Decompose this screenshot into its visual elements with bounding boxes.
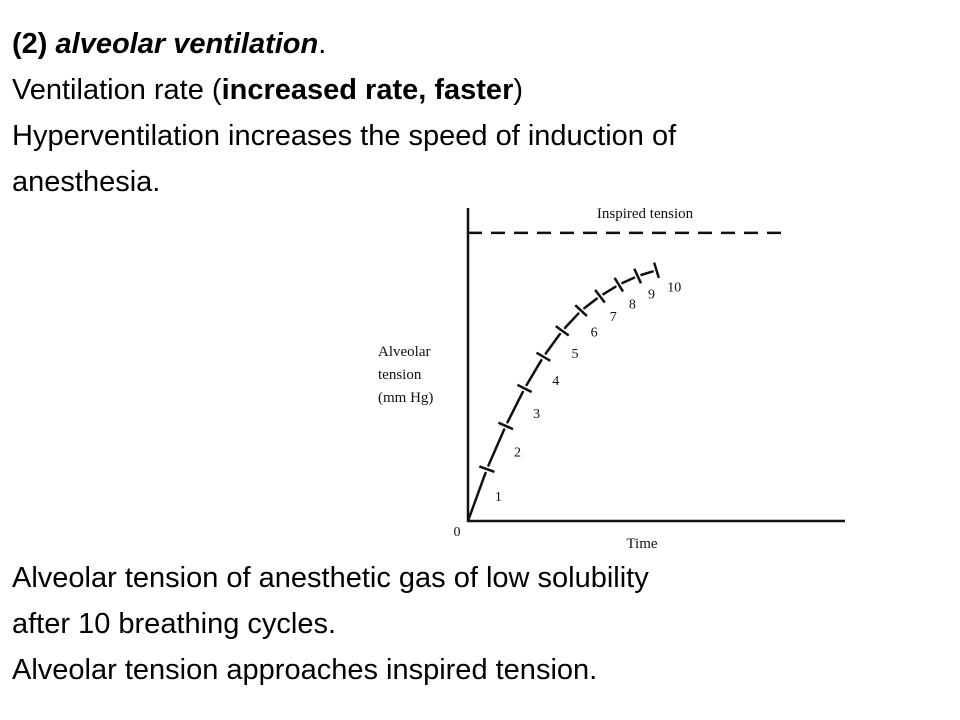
cycle-label-4: 4	[552, 374, 559, 389]
curve-segment-5	[544, 332, 562, 355]
cycle-tick-3	[516, 383, 533, 394]
alveolar-tension-chart: Inspired tension Alveolar tension (mm Hg…	[360, 196, 860, 561]
curve-segment-9	[621, 276, 636, 285]
chart-svg: Inspired tension Alveolar tension (mm Hg…	[378, 206, 845, 552]
cycle-tick-2	[497, 421, 514, 431]
heading-topic: alveolar ventilation	[55, 28, 319, 60]
line2-emphasis: increased rate, faster	[221, 74, 514, 106]
cycle-label-6: 6	[591, 326, 598, 341]
curve-segment-10	[640, 270, 654, 277]
y-axis-label-line-2: tension	[378, 367, 422, 383]
cycle-tick-1	[478, 465, 495, 474]
cycle-tick-7	[594, 289, 606, 304]
line2-suffix: )	[513, 74, 524, 106]
caption-line-3: Alveolar tension approaches inspired ten…	[12, 654, 598, 686]
ventilation-rate-line: Ventilation rate (increased rate, faster…	[12, 72, 523, 108]
cycle-label-2: 2	[514, 446, 521, 461]
curve-segment-7	[583, 297, 599, 310]
cycle-tick-10	[652, 262, 661, 279]
heading-suffix: .	[318, 28, 327, 60]
cycle-tick-8	[613, 277, 625, 293]
cycle-label-5: 5	[571, 347, 578, 362]
curve-segment-2	[487, 428, 506, 467]
heading-number: (2)	[12, 28, 48, 60]
origin-label: 0	[454, 525, 461, 540]
y-axis-label-line-1: Alveolar	[378, 344, 430, 360]
cycle-tick-5	[555, 325, 570, 337]
caption-line-2: after 10 breathing cycles.	[12, 608, 337, 640]
cycle-label-8: 8	[629, 297, 636, 312]
caption-line-1: Alveolar tension of anesthetic gas of lo…	[12, 562, 649, 594]
slide-heading: (2) alveolar ventilation.	[12, 26, 326, 62]
x-axis-label: Time	[626, 536, 657, 552]
anesthesia-line: anesthesia.	[12, 166, 161, 198]
cycle-label-3: 3	[533, 407, 540, 422]
cycle-tick-9	[633, 268, 643, 284]
y-axis-label-line-3: (mm Hg)	[378, 390, 433, 406]
hyperventilation-line: Hyperventilation increases the speed of …	[12, 120, 677, 152]
cycle-tick-4	[535, 351, 551, 362]
cycle-label-9: 9	[648, 287, 655, 302]
cycle-label-1: 1	[495, 490, 502, 505]
curve-segment-1	[466, 471, 487, 523]
curve-segment-3	[506, 390, 525, 424]
curve-segment-4	[525, 358, 543, 387]
cycle-tick-6	[574, 304, 588, 318]
inspired-tension-label: Inspired tension	[597, 206, 694, 222]
curve-segment-6	[563, 312, 580, 330]
cycle-label-7: 7	[610, 310, 617, 325]
curve-segment-8	[602, 285, 617, 296]
line2-prefix: Ventilation rate (	[12, 74, 222, 106]
cycle-label-10: 10	[667, 280, 681, 295]
